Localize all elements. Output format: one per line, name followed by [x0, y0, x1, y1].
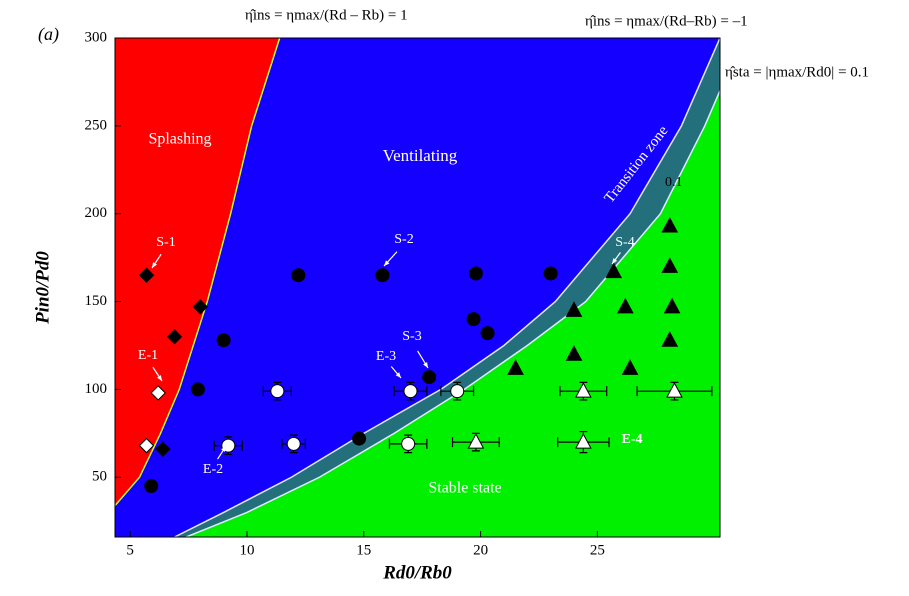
boundary-label: η̂ins = ηmax/(Rd–Rb) = –1	[585, 13, 748, 29]
point	[144, 479, 159, 494]
y-tick-label: 150	[85, 293, 108, 309]
x-tick-label: 25	[590, 542, 605, 558]
y-tick-label: 100	[85, 381, 108, 397]
contour-label: 0.1	[665, 175, 683, 190]
x-tick-label: 5	[126, 542, 134, 558]
point	[663, 297, 681, 314]
point	[468, 266, 483, 281]
region-label: Splashing	[148, 131, 211, 148]
boundary-line	[115, 38, 281, 506]
point	[375, 268, 390, 283]
annotation-arrowhead	[152, 262, 157, 268]
annotation: E-4	[622, 432, 643, 447]
point	[507, 359, 524, 375]
point	[190, 382, 205, 397]
point	[466, 312, 481, 327]
annotation: E-2	[203, 462, 223, 477]
region	[186, 90, 720, 537]
annotation-arrowhead	[395, 372, 401, 378]
point	[352, 431, 367, 446]
x-axis-label: Rd0/Rb0	[382, 562, 452, 583]
point	[286, 436, 301, 451]
point	[403, 384, 418, 399]
point	[450, 384, 465, 399]
y-tick-label: 50	[92, 469, 107, 485]
point	[666, 382, 683, 398]
annotation-arrowhead	[423, 362, 428, 368]
point	[605, 262, 623, 279]
point	[575, 382, 592, 398]
point	[661, 331, 679, 347]
point	[661, 216, 679, 233]
point	[192, 299, 208, 315]
plot-area	[115, 38, 720, 537]
annotation-arrowhead	[612, 258, 618, 264]
annotation: S-2	[394, 232, 413, 247]
point	[543, 266, 558, 281]
y-tick-label: 300	[85, 29, 108, 45]
annotation-arrowhead	[221, 446, 226, 452]
annotation: S-4	[615, 235, 634, 250]
panel-label: (a)	[38, 24, 59, 45]
x-tick-label: 20	[473, 542, 488, 558]
axes-frame	[114, 37, 721, 538]
point	[138, 267, 155, 283]
annotation: E-1	[138, 348, 158, 363]
annotation-arrowhead	[384, 260, 390, 266]
point	[621, 359, 639, 375]
point	[480, 326, 495, 341]
point	[467, 433, 485, 449]
point	[155, 441, 171, 457]
point	[291, 268, 306, 283]
point	[138, 437, 155, 454]
boundary-label: η̂sta = |ηmax/Rd0| = 0.1	[725, 64, 869, 80]
boundary-label: η̂ins = ηmax/(Rd – Rb) = 1	[245, 7, 408, 23]
annotation-arrowhead	[157, 375, 162, 381]
x-tick-label: 15	[356, 542, 371, 558]
point	[166, 328, 183, 345]
boundary-line	[185, 90, 720, 537]
annotation: E-3	[376, 349, 396, 364]
point	[422, 370, 437, 385]
point	[565, 301, 583, 317]
annotation: S-3	[402, 329, 421, 344]
point	[575, 433, 592, 449]
y-axis-label: Pin0/Pd0	[32, 251, 53, 325]
y-tick-label: 250	[85, 117, 108, 133]
point	[617, 297, 634, 314]
annotation: S-1	[156, 235, 175, 250]
region-label: Ventilating	[383, 146, 458, 165]
point	[216, 333, 231, 348]
point	[661, 257, 679, 273]
point	[150, 385, 166, 401]
x-tick-label: 10	[239, 542, 254, 558]
point	[401, 436, 416, 451]
region-label: Stable state	[428, 480, 501, 497]
point	[565, 345, 583, 361]
y-tick-label: 200	[85, 205, 108, 221]
point	[270, 384, 285, 399]
boundary-line	[174, 38, 720, 537]
